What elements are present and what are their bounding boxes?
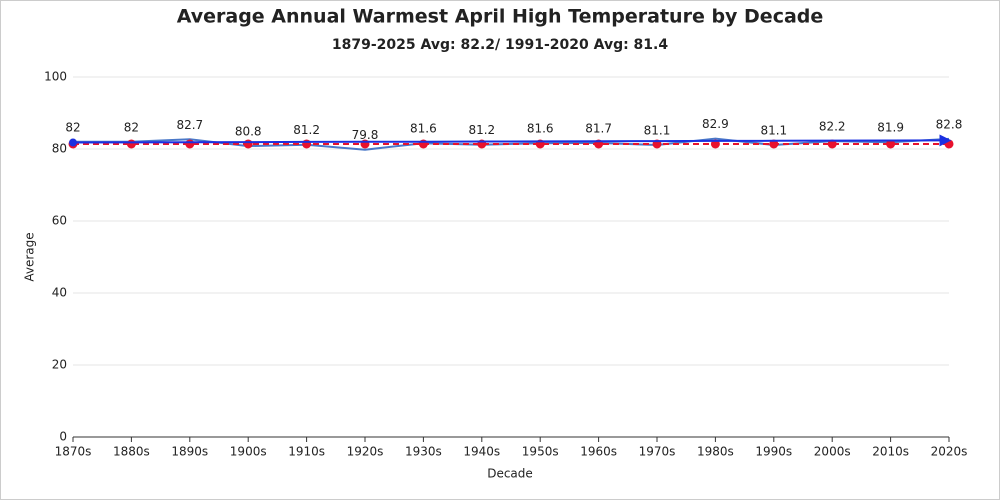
y-tick-label: 60	[52, 214, 67, 228]
data-label: 82	[124, 120, 139, 134]
data-label: 81.7	[585, 121, 612, 135]
point	[827, 139, 837, 149]
y-axis-label: Average	[23, 232, 37, 281]
chart-subtitle: 1879-2025 Avg: 82.2/ 1991-2020 Avg: 81.4	[332, 37, 668, 53]
x-tick-label: 1940s	[463, 445, 500, 459]
data-label: 81.6	[527, 122, 554, 136]
data-label: 82.8	[936, 117, 963, 131]
data-label: 81.2	[293, 123, 320, 137]
data-label: 79.8	[352, 128, 379, 142]
x-tick-label: 1950s	[522, 445, 559, 459]
data-label: 82	[65, 120, 80, 134]
x-tick-label: 1870s	[55, 445, 92, 459]
x-tick-label: 1980s	[697, 445, 734, 459]
x-tick-label: 1910s	[288, 445, 325, 459]
data-label: 80.8	[235, 125, 262, 139]
data-label: 81.6	[410, 122, 437, 136]
y-tick-label: 0	[59, 430, 67, 444]
data-label: 81.2	[468, 123, 495, 137]
data-label: 81.9	[877, 121, 904, 135]
series-line	[72, 134, 952, 147]
point	[302, 139, 312, 149]
x-tick-label: 2000s	[814, 445, 851, 459]
x-tick-label: 1960s	[580, 445, 617, 459]
chart-title: Average Annual Warmest April High Temper…	[177, 6, 824, 28]
trend-start	[69, 138, 77, 147]
x-tick-label: 1920s	[347, 445, 384, 459]
point	[126, 139, 136, 149]
data-label: 81.1	[644, 124, 671, 138]
data-label: 82.9	[702, 117, 729, 131]
x-tick-label: 1890s	[171, 445, 208, 459]
y-tick-label: 80	[52, 142, 67, 156]
y-tick-label: 20	[52, 358, 67, 372]
point	[185, 139, 195, 149]
data-label: 82.7	[176, 118, 203, 132]
x-tick-label: 2020s	[931, 445, 968, 459]
x-axis-label: Decade	[487, 467, 533, 481]
point	[886, 139, 896, 149]
x-tick-label: 2010s	[872, 445, 909, 459]
x-tick-label: 1900s	[230, 445, 267, 459]
x-tick-label: 1930s	[405, 445, 442, 459]
data-label: 82.2	[819, 120, 846, 134]
x-tick-label: 1990s	[755, 445, 792, 459]
x-tick-label: 1880s	[113, 445, 150, 459]
data-label: 81.1	[760, 124, 787, 138]
point	[243, 139, 253, 149]
y-tick-label: 100	[44, 70, 67, 84]
x-tick-label: 1970s	[639, 445, 676, 459]
y-tick-label: 40	[52, 286, 67, 300]
